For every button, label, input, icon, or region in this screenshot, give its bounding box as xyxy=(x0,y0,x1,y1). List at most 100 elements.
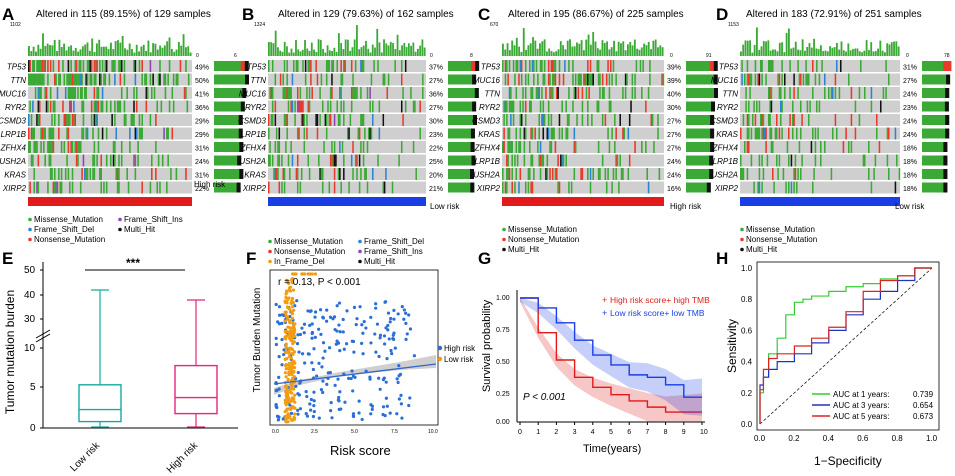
survival-curve xyxy=(520,297,702,398)
gene-freq-bar-segment xyxy=(470,182,475,193)
mutation-count-bar xyxy=(138,51,140,56)
mutation-cell xyxy=(503,114,505,126)
mutation-cell xyxy=(358,181,361,194)
gene-label: ZFHX4 xyxy=(0,144,27,153)
gene-freq-bar-segment xyxy=(471,61,476,71)
mutation-cell xyxy=(557,87,559,99)
mutation-cell xyxy=(744,141,746,153)
mutation-cell xyxy=(49,168,52,180)
gene-freq-bar xyxy=(214,101,245,112)
mutation-cell xyxy=(382,114,385,126)
scatter-point-low xyxy=(290,312,295,316)
x-tick: 6 xyxy=(627,429,631,436)
mutation-cell xyxy=(543,60,546,72)
mutation-cell xyxy=(53,73,56,86)
mutation-cell xyxy=(163,73,165,86)
mutation-count-bar xyxy=(180,45,183,56)
mutation-cell xyxy=(79,73,82,86)
mutation-cell xyxy=(130,114,133,126)
mutation-cell xyxy=(591,114,593,126)
mutation-cell xyxy=(547,60,550,72)
mutation-cell xyxy=(746,141,749,153)
scatter-point-low xyxy=(284,337,288,341)
mutation-cell xyxy=(43,141,45,153)
mutation-cell xyxy=(894,127,897,140)
mutation-count-bar xyxy=(836,42,838,56)
mutation-count-bar xyxy=(559,41,562,56)
mutation-cell xyxy=(756,127,758,140)
scatter-point-high xyxy=(282,348,286,352)
mutation-count-bar xyxy=(356,25,358,56)
mutation-count-bar xyxy=(806,46,809,56)
gene-freq-bar-segment xyxy=(943,61,948,71)
scatter-point-low xyxy=(285,407,289,411)
scatter-point-high xyxy=(397,397,401,401)
axis-max: 670 xyxy=(490,22,499,28)
mutation-cell xyxy=(29,100,31,113)
mutation-cell xyxy=(123,73,126,86)
legend-low: Low risk score+ low TMB xyxy=(610,308,705,318)
mutation-cell xyxy=(754,73,757,86)
mutation-cell xyxy=(510,141,512,153)
mutation-count-bar xyxy=(392,42,394,56)
mutation-count-bar xyxy=(347,39,349,56)
mutation-cell xyxy=(141,114,143,126)
percent-label: 27% xyxy=(667,119,681,126)
mutation-cell xyxy=(119,100,122,113)
mutation-cell xyxy=(752,114,754,126)
scatter-point-low xyxy=(286,363,290,367)
scatter-point-high xyxy=(295,342,300,346)
mutation-cell xyxy=(37,73,40,86)
mutation-cell xyxy=(531,154,534,167)
oncoplot-row-bg xyxy=(268,181,426,194)
scatter-point-high xyxy=(362,320,366,324)
sig-label: *** xyxy=(126,256,140,270)
legend-high: High risk score+ high TMB xyxy=(610,295,710,305)
scatter-point-high xyxy=(313,310,318,314)
mutation-cell xyxy=(761,73,763,86)
scatter-point-high xyxy=(325,308,329,312)
mutation-cell xyxy=(550,127,553,140)
mutation-count-bar xyxy=(154,43,157,56)
mutation-cell xyxy=(634,73,636,86)
mutation-count-bar xyxy=(100,46,103,56)
scatter-point-low xyxy=(291,321,295,325)
gene-label: XIRP2 xyxy=(714,184,739,193)
mutation-count-bar xyxy=(63,43,66,56)
mutation-count-bar xyxy=(633,39,636,56)
mutation-cell xyxy=(400,100,403,113)
mutation-cell xyxy=(329,154,332,167)
mutation-cell xyxy=(325,60,328,72)
scatter-point-high xyxy=(402,308,406,312)
mutation-cell xyxy=(378,100,381,113)
scatter-point-low xyxy=(286,412,290,416)
mutation-cell xyxy=(53,181,56,194)
mutation-cell xyxy=(894,181,897,194)
mutation-cell xyxy=(308,168,311,180)
mutation-cell xyxy=(529,141,531,153)
scatter-point-high xyxy=(400,416,404,420)
mutation-cell xyxy=(112,60,115,72)
mutation-cell xyxy=(542,154,545,167)
mutation-cell xyxy=(561,127,563,140)
gene-freq-bar xyxy=(922,101,949,112)
mutation-cell xyxy=(748,73,750,86)
mutation-count-bar xyxy=(594,41,597,56)
mutation-cell xyxy=(608,87,611,99)
mutation-cell xyxy=(529,60,531,72)
mutation-count-bar xyxy=(95,43,98,56)
mutation-cell xyxy=(662,73,665,86)
mutation-count-bar xyxy=(102,46,105,56)
gene-freq-bar-segment xyxy=(711,101,715,112)
mutation-cell xyxy=(324,114,327,126)
mutation-count-bar xyxy=(865,40,868,56)
legend-label: Multi_Hit xyxy=(746,245,778,254)
mutation-cell xyxy=(353,87,356,99)
mutation-cell xyxy=(74,60,77,72)
mutation-cell xyxy=(415,168,417,180)
scatter-point-high xyxy=(335,304,339,308)
mutation-count-bar xyxy=(539,43,541,56)
gene-freq-bar-segment xyxy=(709,61,714,71)
scatter-point-high xyxy=(384,380,388,384)
mutation-cell xyxy=(123,60,126,72)
